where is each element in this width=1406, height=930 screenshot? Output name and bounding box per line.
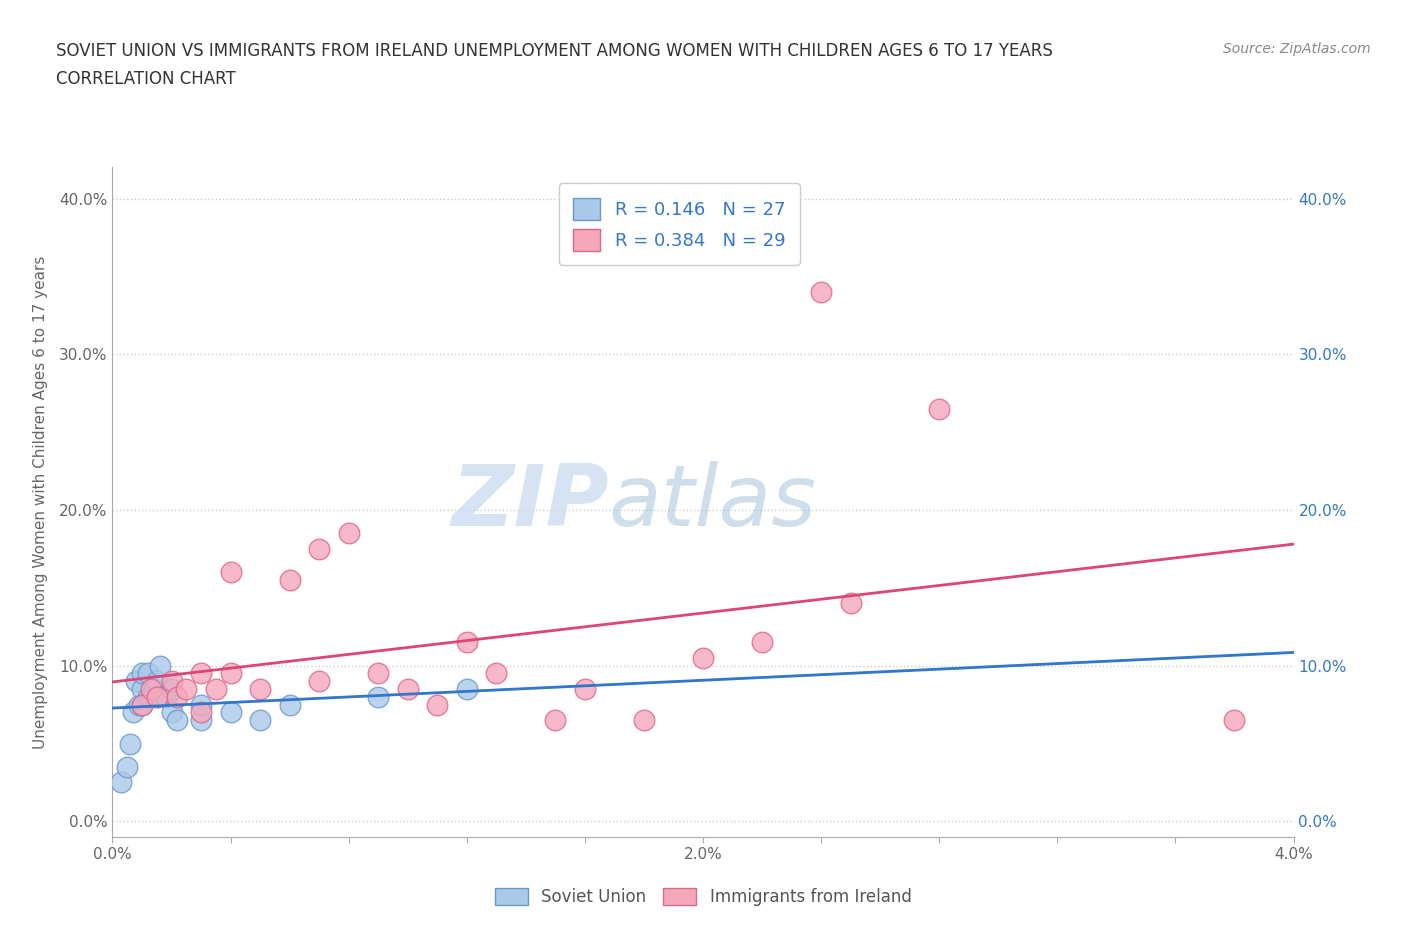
Point bbox=[367, 666, 389, 681]
Point bbox=[544, 712, 567, 727]
Point bbox=[308, 541, 330, 556]
Point bbox=[139, 682, 162, 697]
Text: Source: ZipAtlas.com: Source: ZipAtlas.com bbox=[1223, 42, 1371, 56]
Point bbox=[136, 689, 159, 704]
Point bbox=[131, 698, 153, 712]
Point bbox=[190, 698, 212, 712]
Point bbox=[117, 760, 138, 775]
Point bbox=[205, 682, 228, 697]
Point bbox=[396, 682, 419, 697]
Point bbox=[928, 402, 950, 417]
Point bbox=[219, 565, 242, 579]
Point bbox=[249, 712, 271, 727]
Point bbox=[308, 674, 330, 689]
Text: SOVIET UNION VS IMMIGRANTS FROM IRELAND UNEMPLOYMENT AMONG WOMEN WITH CHILDREN A: SOVIET UNION VS IMMIGRANTS FROM IRELAND … bbox=[56, 42, 1053, 60]
Point bbox=[751, 635, 773, 650]
Point bbox=[131, 698, 153, 712]
Point bbox=[190, 712, 212, 727]
Point bbox=[278, 698, 301, 712]
Point bbox=[160, 705, 183, 720]
Point bbox=[219, 666, 242, 681]
Point bbox=[839, 596, 862, 611]
Point bbox=[166, 689, 188, 704]
Point bbox=[136, 666, 159, 681]
Point bbox=[692, 650, 714, 665]
Point bbox=[160, 674, 183, 689]
Point bbox=[810, 285, 832, 299]
Y-axis label: Unemployment Among Women with Children Ages 6 to 17 years: Unemployment Among Women with Children A… bbox=[32, 256, 48, 749]
Point bbox=[426, 698, 449, 712]
Point bbox=[367, 689, 389, 704]
Point bbox=[485, 666, 508, 681]
Legend: Soviet Union, Immigrants from Ireland: Soviet Union, Immigrants from Ireland bbox=[488, 881, 918, 912]
Point bbox=[456, 682, 478, 697]
Point bbox=[219, 705, 242, 720]
Point bbox=[190, 666, 212, 681]
Point bbox=[456, 635, 478, 650]
Point bbox=[131, 682, 153, 697]
Point bbox=[110, 775, 132, 790]
Point bbox=[1223, 712, 1246, 727]
Point bbox=[155, 689, 177, 704]
Text: CORRELATION CHART: CORRELATION CHART bbox=[56, 70, 236, 87]
Point bbox=[166, 712, 188, 727]
Point bbox=[149, 658, 172, 673]
Point bbox=[122, 705, 145, 720]
Point bbox=[128, 698, 150, 712]
Point bbox=[337, 525, 360, 540]
Legend: R = 0.146   N = 27, R = 0.384   N = 29: R = 0.146 N = 27, R = 0.384 N = 29 bbox=[558, 183, 800, 265]
Point bbox=[120, 737, 142, 751]
Point bbox=[131, 666, 153, 681]
Text: atlas: atlas bbox=[609, 460, 817, 544]
Text: ZIP: ZIP bbox=[451, 460, 609, 544]
Point bbox=[142, 682, 165, 697]
Point bbox=[160, 682, 183, 697]
Point bbox=[146, 689, 169, 704]
Point bbox=[139, 689, 162, 704]
Point bbox=[278, 573, 301, 588]
Point bbox=[190, 705, 212, 720]
Point bbox=[574, 682, 596, 697]
Point bbox=[174, 682, 197, 697]
Point bbox=[633, 712, 655, 727]
Point bbox=[146, 674, 169, 689]
Point bbox=[249, 682, 271, 697]
Point bbox=[125, 674, 148, 689]
Point bbox=[146, 689, 169, 704]
